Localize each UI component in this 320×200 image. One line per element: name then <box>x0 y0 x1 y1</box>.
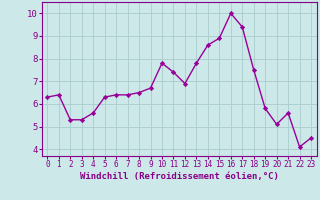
X-axis label: Windchill (Refroidissement éolien,°C): Windchill (Refroidissement éolien,°C) <box>80 172 279 181</box>
